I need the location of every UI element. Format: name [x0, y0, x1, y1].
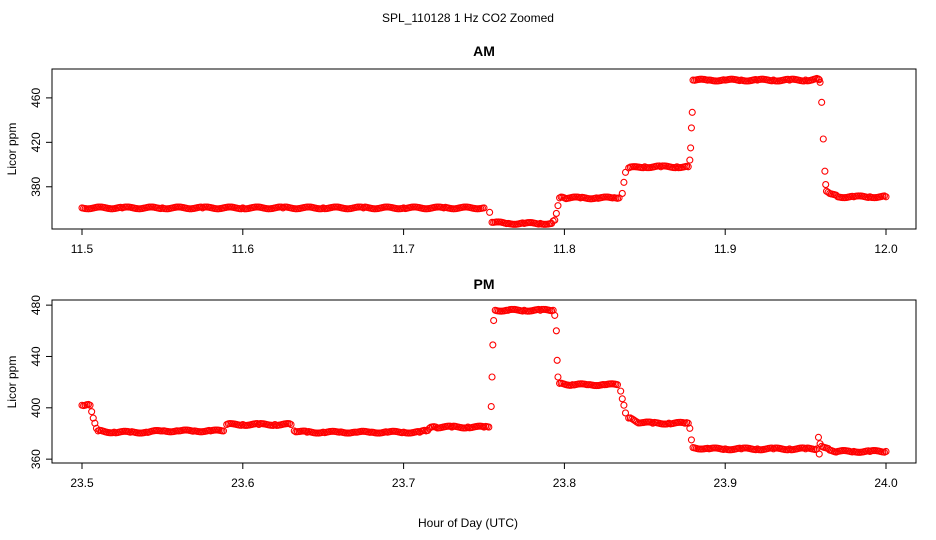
figure-xlabel: Hour of Day (UTC) — [418, 516, 518, 530]
panel-pm-data-point — [287, 420, 295, 429]
panel-am-data-point — [818, 98, 826, 106]
panel-pm-data-point — [485, 423, 493, 431]
panel-am-y-tick-label: 420 — [29, 132, 43, 152]
panel-pm-x-tick-label: 23.7 — [392, 476, 416, 490]
panel-pm-data-point — [553, 356, 561, 364]
panel-pm-y-tick-label: 480 — [29, 295, 43, 315]
panel-am-data-point — [551, 216, 559, 224]
panel-am-x-tick-label: 11.9 — [714, 242, 737, 256]
panel-pm-x-tick-label: 24.0 — [874, 476, 898, 490]
panel-pm-data-point — [618, 395, 626, 403]
panel-pm-data-point — [620, 401, 628, 409]
panel-pm-y-tick-label: 440 — [29, 346, 43, 366]
panel-pm-x-tick-label: 23.9 — [714, 476, 738, 490]
panel-pm-data-point — [687, 436, 695, 444]
panel-pm-data-point — [815, 450, 823, 458]
panel-am-data-point — [687, 124, 695, 132]
panel-am-data-point — [882, 193, 890, 201]
panel-am-data-point — [686, 156, 694, 164]
panel-am-data-point — [618, 189, 626, 197]
panel-am-ylabel: Licor ppm — [5, 123, 19, 176]
panel-pm-x-tick-label: 23.5 — [70, 476, 94, 490]
panel-pm-data-point — [621, 409, 630, 417]
panel-pm-data-point — [86, 401, 94, 409]
panel-am-points — [78, 74, 890, 228]
panel-am-data-point — [687, 144, 695, 152]
panel-am-data-point — [620, 178, 628, 186]
panel-pm-title: PM — [474, 276, 495, 292]
panel-pm-data-point — [617, 387, 625, 395]
panel-am-data-point — [552, 209, 560, 217]
panel-pm-x-tick-label: 23.8 — [553, 476, 577, 490]
panel-pm-data-point — [551, 311, 559, 319]
panel-pm-y-axis: 360 400 440 480 — [29, 295, 52, 469]
panel-pm-y-tick-label: 400 — [29, 397, 43, 417]
panel-am-title: AM — [473, 43, 495, 59]
panel-pm-data-point — [489, 341, 497, 349]
panel-pm: PM Licor ppm 23.5 23.6 23.7 23.8 23.9 24.0 36… — [5, 276, 917, 490]
panel-am-data-point — [814, 75, 823, 83]
panel-am-data-point — [822, 181, 830, 189]
panel-pm-ylabel: Licor ppm — [5, 356, 19, 409]
panel-pm-data-point — [882, 447, 890, 455]
panel-pm-data-point — [487, 402, 495, 411]
panel-pm-points — [78, 305, 890, 458]
panel-am: AM Licor ppm 11.5 11.6 11.7 11.8 11.9 12.0 38… — [5, 43, 917, 256]
panel-am-x-tick-label: 11.7 — [392, 242, 415, 256]
panel-am-y-axis: 380 420 460 — [29, 88, 52, 197]
panel-pm-data-point — [301, 427, 310, 435]
panel-pm-data-point — [814, 433, 823, 441]
panel-am-data-point — [480, 204, 488, 212]
panel-am-data-point — [816, 78, 824, 86]
panel-am-plot-frame — [51, 68, 917, 230]
panel-am-data-point — [554, 202, 562, 210]
panel-pm-data-point — [488, 373, 496, 381]
panel-am-data-point — [819, 135, 827, 143]
panel-am-y-tick-label: 380 — [29, 176, 43, 196]
panel-am-x-tick-label: 12.0 — [874, 242, 898, 256]
panel-pm-y-tick-label: 360 — [29, 449, 43, 469]
panel-am-data-point — [821, 167, 829, 175]
panel-pm-x-axis: 23.5 23.6 23.7 23.8 23.9 24.0 — [70, 463, 898, 490]
panel-pm-plot-frame — [51, 299, 917, 464]
panel-pm-data-point — [88, 408, 96, 416]
panel-pm-data-point — [490, 316, 498, 325]
panel-am-y-tick-label: 460 — [29, 88, 43, 108]
figure-title: SPL_110128 1 Hz CO2 Zoomed — [382, 11, 554, 25]
panel-pm-data-point — [613, 381, 622, 389]
panel-am-x-tick-label: 11.5 — [71, 242, 94, 256]
panel-am-x-axis: 11.5 11.6 11.7 11.8 11.9 12.0 — [71, 229, 898, 256]
panel-am-x-tick-label: 11.8 — [553, 242, 576, 256]
panel-pm-data-point — [552, 327, 560, 335]
panel-am-x-tick-label: 11.6 — [232, 242, 255, 256]
panel-pm-x-tick-label: 23.6 — [231, 476, 255, 490]
panel-pm-data-point — [554, 373, 562, 381]
panel-am-data-point — [684, 163, 692, 171]
panel-pm-data-point — [219, 427, 228, 435]
panel-pm-data-point — [686, 424, 694, 432]
panel-am-data-point — [688, 108, 696, 116]
panel-am-data-point — [486, 208, 494, 216]
